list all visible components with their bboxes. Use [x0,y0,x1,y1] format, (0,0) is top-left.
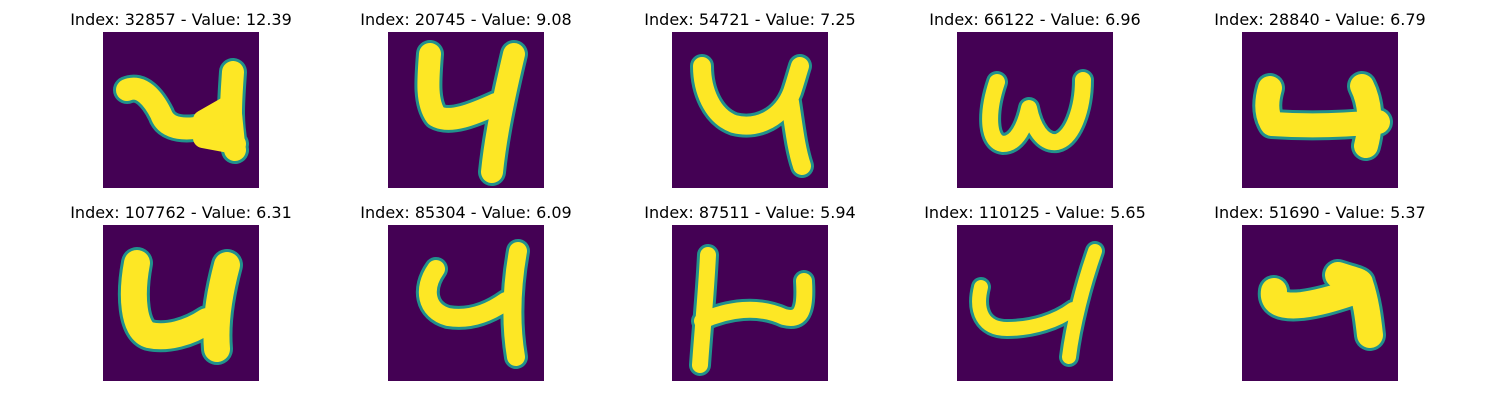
panel: Index: 66122 - Value: 6.96 [929,10,1141,200]
panel-title: Index: 110125 - Value: 5.65 [924,203,1146,222]
digit-image [103,32,259,188]
panel: Index: 110125 - Value: 5.65 [924,203,1146,393]
digit-stroke [972,244,1102,364]
panel-title: Index: 85304 - Value: 6.09 [360,203,572,222]
panel: Index: 107762 - Value: 6.31 [70,203,292,393]
digit-image [1242,32,1398,188]
digit-image [672,32,828,188]
panel: Index: 85304 - Value: 6.09 [360,203,572,393]
panel-title: Index: 87511 - Value: 5.94 [644,203,856,222]
digit-image [103,225,259,381]
digit-stroke [693,57,811,175]
panel: Index: 87511 - Value: 5.94 [644,203,856,393]
digit-image [957,32,1113,188]
digit-image [1242,225,1398,381]
panel: Index: 51690 - Value: 5.37 [1214,203,1426,393]
panel: Index: 20745 - Value: 9.08 [360,10,572,200]
digit-stroke [982,72,1091,152]
panel-title: Index: 28840 - Value: 6.79 [1214,10,1426,29]
digit-image [388,32,544,188]
panel-title: Index: 54721 - Value: 7.25 [644,10,856,29]
digit-stroke [419,242,527,366]
panel-title: Index: 107762 - Value: 6.31 [70,203,292,222]
digit-image [672,225,828,381]
panel: Index: 28840 - Value: 6.79 [1214,10,1426,200]
panel-title: Index: 51690 - Value: 5.37 [1214,203,1426,222]
digit-stroke [120,250,240,362]
digit-image [388,225,544,381]
panel-title: Index: 32857 - Value: 12.39 [70,10,292,29]
panel-title: Index: 66122 - Value: 6.96 [929,10,1141,29]
digit-stroke-fill [193,94,245,154]
digit-stroke [417,43,525,183]
digit-stroke [1260,262,1383,348]
digit-stroke [1255,74,1390,158]
panel-title: Index: 20745 - Value: 9.08 [360,10,572,29]
panel: Index: 54721 - Value: 7.25 [644,10,856,200]
digit-image [957,225,1113,381]
digit-stroke [692,247,813,373]
panel: Index: 32857 - Value: 12.39 [70,10,292,200]
